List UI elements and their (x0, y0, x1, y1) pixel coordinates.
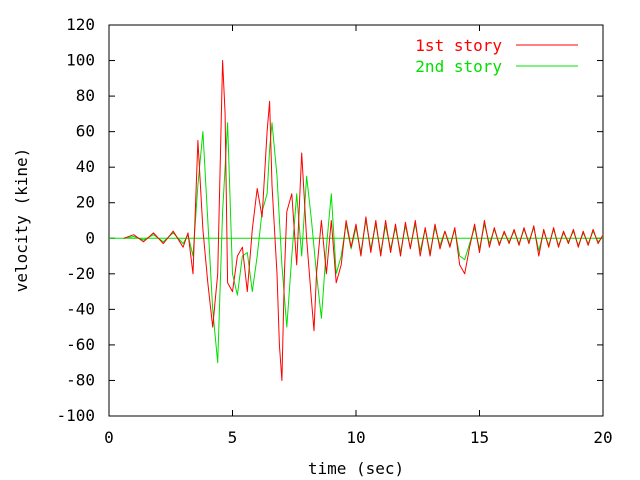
x-tick-label: 15 (470, 428, 489, 447)
y-tick-label: 20 (76, 193, 95, 212)
plot-frame (108, 24, 604, 417)
y-tick-label: -80 (66, 370, 95, 389)
x-tick-label: 20 (593, 428, 612, 447)
y-tick-label: 100 (66, 51, 95, 70)
legend-label-2nd-story: 2nd story (415, 57, 502, 76)
legend: 1st story 2nd story (415, 36, 578, 76)
legend-label-1st-story: 1st story (415, 36, 502, 55)
x-tick-label: 5 (228, 428, 238, 447)
y-tick-label: -100 (56, 406, 95, 425)
y-axis-title: velocity (kine) (12, 148, 31, 293)
y-tick-label: 80 (76, 86, 95, 105)
axis-ticks (108, 24, 604, 417)
series-line-1st-story (123, 60, 604, 381)
x-tick-label: 10 (346, 428, 365, 447)
y-tick-label: 60 (76, 122, 95, 141)
x-tick-label: 0 (104, 428, 114, 447)
axis-tick-labels: 0 5 10 15 20 -100 -80 -60 -40 -20 0 20 40 60 80 100 120 (56, 15, 612, 447)
y-tick-label: 0 (85, 228, 95, 247)
y-tick-label: -60 (66, 335, 95, 354)
y-tick-label: -40 (66, 299, 95, 318)
y-tick-label: 120 (66, 15, 95, 34)
x-axis-title: time (sec) (308, 459, 404, 478)
y-tick-label: -20 (66, 264, 95, 283)
series-layer (123, 60, 604, 381)
series-line-2nd-story (123, 122, 604, 364)
y-tick-label: 40 (76, 157, 95, 176)
